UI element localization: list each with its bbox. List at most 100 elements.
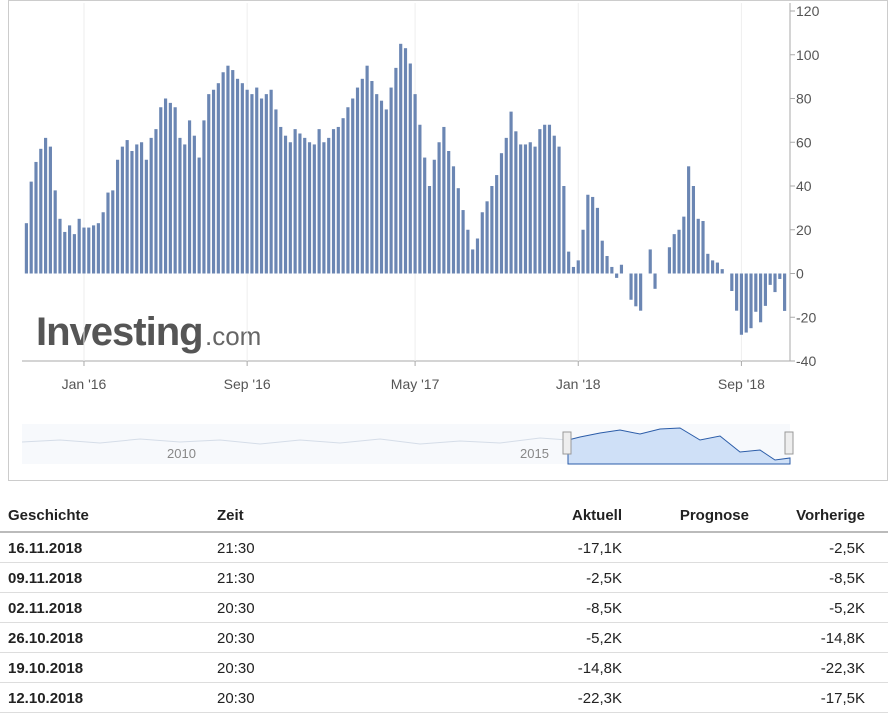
bar [735, 273, 739, 311]
bar [768, 273, 772, 285]
y-tick-label: -20 [796, 309, 816, 325]
bar [528, 142, 532, 274]
bar [264, 94, 268, 274]
bar [504, 137, 508, 274]
bar [687, 166, 691, 274]
cell: -17,5K [820, 690, 865, 707]
navigator-line [21, 437, 569, 445]
bar [763, 273, 767, 306]
bar [279, 126, 283, 274]
bar [533, 146, 537, 274]
bar [34, 161, 38, 274]
bar [379, 100, 384, 274]
bar [514, 131, 518, 274]
cell: 20:30 [217, 690, 255, 707]
navigator-handle[interactable] [562, 431, 572, 455]
bar [159, 107, 163, 274]
bar [519, 144, 523, 274]
bar [130, 151, 134, 274]
bar [44, 137, 48, 274]
bar [759, 273, 763, 323]
cell: 21:30 [217, 570, 255, 587]
bar [231, 70, 235, 274]
bar [562, 186, 566, 274]
bar [418, 124, 422, 274]
logo-suffix: .com [205, 321, 261, 351]
cell: 12.10.2018 [8, 690, 84, 707]
bar [259, 98, 264, 274]
bar [101, 212, 105, 274]
cell: 20:30 [217, 630, 255, 647]
bar [77, 218, 81, 274]
cell: Zeit [217, 507, 244, 524]
x-tick-label: Jan '18 [556, 376, 601, 392]
bar [629, 273, 633, 300]
bar [226, 65, 230, 274]
bar [495, 175, 499, 274]
bar [715, 262, 720, 274]
cell: -5,2K [829, 600, 865, 617]
x-tick-label: Jan '16 [62, 376, 107, 392]
bar [485, 201, 489, 274]
bar [466, 229, 470, 274]
bar [48, 146, 52, 274]
bar [207, 94, 211, 274]
bar [610, 266, 614, 274]
cell: 20:30 [217, 600, 255, 617]
bar [701, 221, 705, 274]
bar [557, 146, 561, 274]
bar [744, 273, 748, 333]
cell: -8,5K [829, 570, 865, 587]
cell: Prognose [679, 507, 749, 524]
bar [178, 137, 182, 274]
bar [586, 194, 590, 274]
bar [322, 142, 326, 274]
bar [408, 63, 412, 274]
bar [677, 229, 681, 274]
cell: 09.11.2018 [8, 570, 83, 587]
cell: 21:30 [217, 540, 255, 557]
bar [331, 129, 336, 274]
bar [111, 190, 115, 274]
bar [442, 126, 446, 274]
bar [423, 157, 427, 274]
x-tick-label: Sep '16 [224, 376, 271, 392]
bar [183, 144, 187, 274]
bar [605, 256, 609, 274]
bar [355, 87, 360, 274]
bar [754, 273, 758, 312]
bar [375, 94, 379, 274]
bar [211, 89, 216, 274]
y-tick-label: 120 [796, 3, 820, 19]
bar [255, 87, 259, 274]
bar [749, 273, 753, 329]
x-tick-label: Sep '18 [718, 376, 765, 392]
logo: Investing [36, 310, 203, 354]
bar [509, 111, 513, 274]
bar [307, 142, 312, 274]
bar [192, 135, 196, 274]
bar [672, 234, 676, 274]
bar [634, 273, 638, 307]
bar [341, 118, 345, 274]
bar [96, 223, 100, 274]
navigator-handle[interactable] [784, 431, 794, 455]
bar [317, 129, 321, 274]
bar [389, 87, 393, 274]
y-tick-label: 80 [796, 91, 812, 107]
cell: 20:30 [217, 660, 255, 677]
bar [475, 238, 480, 274]
table-header: Geschichte Zeit Aktuell Prognose Vorherige [0, 500, 888, 533]
table-row: 12.10.2018 20:30 -22,3K -17,5K [0, 683, 888, 713]
bar [235, 78, 240, 274]
bar [648, 249, 652, 274]
navigator-label: 2010 [167, 446, 196, 461]
bar [447, 151, 451, 274]
bar [600, 240, 604, 274]
bar [87, 227, 91, 274]
bar [591, 196, 595, 274]
cell: -22,3K [820, 660, 865, 677]
bar [706, 253, 710, 274]
navigator-selection [567, 427, 791, 465]
